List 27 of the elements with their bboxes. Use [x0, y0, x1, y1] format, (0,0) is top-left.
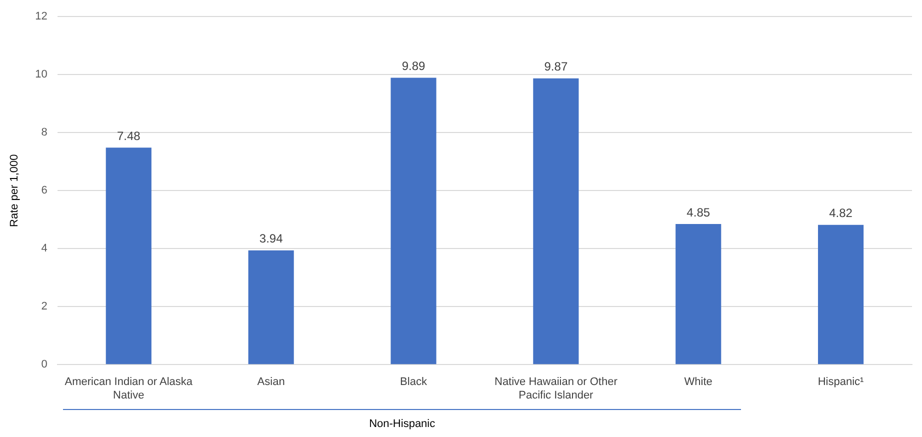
bar	[533, 78, 579, 364]
x-tick-label: White	[684, 376, 712, 388]
bar	[248, 250, 294, 364]
y-tick-label: 10	[35, 68, 48, 81]
bar	[390, 78, 436, 364]
y-tick-label: 8	[41, 126, 48, 139]
text: Non-Hispanic	[369, 418, 436, 430]
data-label: 9.87	[544, 60, 568, 74]
x-tick-label: American Indian or Alaska Native	[64, 376, 194, 402]
data-label: 7.48	[116, 128, 141, 143]
y-axis-title: Rate per 1,000	[8, 154, 21, 227]
data-label: 3.94	[259, 232, 284, 246]
x-tick-label: Native Hawaiian or Other Pacific Islander	[494, 376, 618, 402]
bar	[676, 224, 722, 364]
x-tick-label: Asian	[257, 376, 285, 388]
y-tick-label: 12	[35, 10, 48, 23]
data-label: 4.85	[686, 205, 710, 220]
bar	[106, 148, 152, 364]
data-label: 4.82	[829, 206, 853, 220]
y-tick-label: 2	[41, 300, 48, 313]
y-tick-label: 6	[41, 184, 48, 197]
y-tick-label: 0	[41, 358, 48, 371]
x-tick-label: Hispanic¹	[818, 376, 864, 388]
bar	[818, 224, 864, 364]
y-tick-label: 4	[41, 242, 48, 255]
data-label: 9.89	[402, 59, 426, 74]
x-tick-label: Black	[400, 376, 428, 388]
